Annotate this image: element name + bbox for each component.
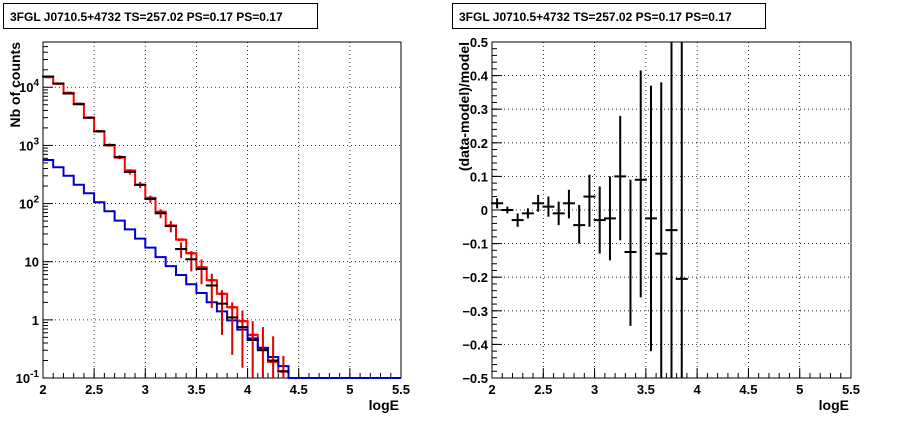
right-y-tick-label: 0 [481,203,488,218]
right-y-tick-label: 0.2 [470,136,488,151]
right-x-axis-label: logE [819,397,849,413]
right-y-tick-label: −0.4 [462,337,488,352]
left-x-tick-label: 2.5 [85,382,103,397]
left-y-axis-label: Nb of counts [7,42,23,128]
left-x-tick-label: 4 [244,382,252,397]
right-y-tick-label: 0.1 [470,169,488,184]
right-x-tick-label: 3.5 [637,382,655,397]
right-y-tick-label: 0.3 [470,102,488,117]
left-y-tick-label: 1 [32,313,39,328]
right-x-tick-label: 4 [694,382,702,397]
left-y-tick-label: 104 [19,78,39,95]
right-x-tick-label: 2.5 [534,382,552,397]
right-chart-title: 3FGL J0710.5+4732 TS=257.02 PS=0.17 PS=0… [452,3,766,29]
right-y-tick-label: 0.4 [470,69,489,84]
right-x-tick-label: 5.5 [842,382,860,397]
left-plot-frame [42,41,402,379]
model-histogram-source [43,159,401,379]
right-y-tick-label: −0.1 [462,237,488,252]
left-x-tick-label: 3.5 [187,382,205,397]
left-x-axis-label: logE [369,397,399,413]
left-y-tick-label: 10-1 [16,369,40,386]
left-y-tick-label: 10 [25,255,39,270]
right-y-tick-label: −0.3 [462,304,488,319]
left-x-tick-label: 3 [142,382,149,397]
left-y-tick-label: 102 [19,195,39,212]
right-x-tick-label: 4.5 [739,382,757,397]
left-x-tick-label: 5 [346,382,353,397]
right-y-axis-label: (data-model)/model [456,42,472,171]
right-y-tick-label: −0.2 [462,270,488,285]
right-y-tick-label: −0.5 [462,371,488,386]
left-x-tick-label: 2 [39,382,46,397]
right-x-tick-label: 2 [488,382,495,397]
right-x-tick-label: 5 [796,382,803,397]
left-y-tick-label: 103 [19,136,39,153]
left-x-tick-label: 5.5 [392,382,410,397]
left-chart-title: 3FGL J0710.5+4732 TS=257.02 PS=0.17 PS=0… [3,3,318,29]
right-x-tick-label: 3 [591,382,598,397]
left-x-tick-label: 4.5 [290,382,308,397]
right-y-tick-label: 0.5 [470,35,488,50]
